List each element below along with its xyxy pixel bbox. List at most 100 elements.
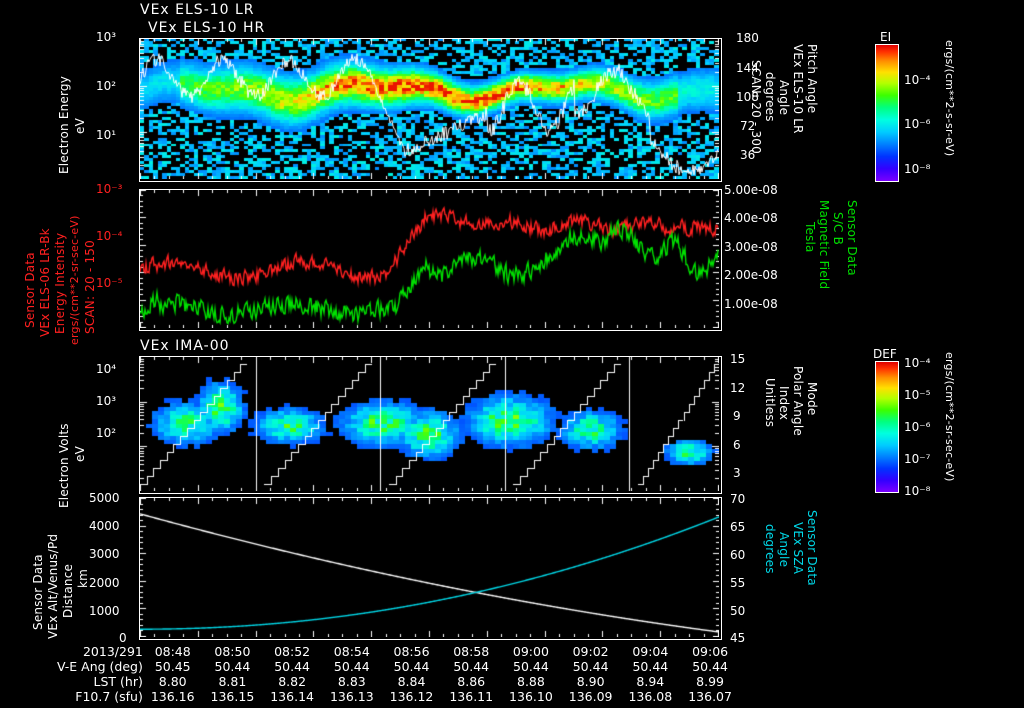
panel1-colorbar-units: ergs/(cm**2-s-sr-eV)	[943, 40, 957, 157]
panel3-rtick-15: 15	[730, 352, 746, 366]
table-cell: 136.13	[329, 689, 374, 704]
table-row: LST (hr) 8.80 8.81 8.82 8.83 8.84 8.86 8.88 8.90…	[0, 674, 740, 689]
panel2-right-label-3: Magnetic Field	[817, 200, 832, 290]
panel2-left-label-1: Sensor Data	[23, 252, 37, 328]
panel2-rtick-1: 1.00e-08	[724, 297, 778, 311]
table-cell: 08:58	[453, 644, 490, 659]
panel3-left-axis-units: eV	[73, 446, 87, 462]
panel3-title: VEx IMA-00	[140, 338, 230, 354]
panel4-rtick-65: 65	[730, 520, 746, 534]
table-cell: 50.44	[393, 659, 430, 674]
panel1-right-units-1: Angle	[777, 80, 792, 116]
panel3-rtick-6: 6	[733, 438, 741, 452]
panel4-rtick-60: 60	[730, 548, 746, 562]
panel3-colorbar-title: DEF	[873, 347, 897, 361]
table-row-label: F10.7 (sfu)	[75, 689, 143, 704]
panel2-rtick-4: 4.00e-08	[724, 211, 778, 225]
table-cell: 08:50	[214, 644, 251, 659]
panel2-left-label-3: Energy Intensity	[53, 232, 67, 334]
panel1-rtick-36: 36	[740, 148, 756, 162]
panel4-ytick-5000: 5000	[89, 491, 120, 505]
panel2-right-label-4: Tesla	[803, 222, 818, 253]
panel1-title-hr: VEx ELS-10 HR	[148, 20, 266, 36]
table-cell: 50.44	[692, 659, 728, 674]
panel3-ytick-3: 10³	[96, 394, 117, 408]
panel3-cbtick-4: 10⁻⁴	[904, 356, 931, 370]
panel4-rtick-45: 45	[730, 631, 746, 645]
panel1-ytick-2: 10²	[96, 79, 117, 93]
panel3-spectrogram[interactable]	[139, 356, 722, 494]
panel3-cbtick-5: 10⁻⁵	[904, 388, 931, 402]
table-cell: 50.44	[632, 659, 669, 674]
table-row: F10.7 (sfu) 136.16 136.15 136.14 136.13 136.1…	[0, 689, 740, 704]
table-cell: 8.80	[158, 674, 187, 689]
panel2-left-label-2: VEx ELS-06 LR-Bk	[38, 228, 52, 337]
panel3-ytick-2: 10²	[96, 426, 117, 440]
bottom-parameter-table: 2013/291 08:48 08:50 08:52 08:54 08:56 08:58 09…	[0, 644, 740, 704]
panel2-rtick-2: 2.00e-08	[724, 268, 778, 282]
panel4-rtick-55: 55	[730, 576, 746, 590]
table-row-label: LST (hr)	[93, 674, 143, 689]
panel2-ytick-m3: 10⁻³	[96, 182, 123, 196]
panel4-right-label-1: Sensor Data	[805, 510, 820, 586]
panel3-cbtick-6: 10⁻⁶	[904, 420, 931, 434]
table-cell: 08:48	[154, 644, 191, 659]
table-cell: 50.44	[274, 659, 311, 674]
panel2-right-label-2: S/C B	[831, 212, 846, 246]
table-cell: 09:02	[572, 644, 609, 659]
table-cell: 09:00	[512, 644, 549, 659]
panel2-rtick-5: 5.00e-08	[724, 183, 778, 197]
panel3-colorbar	[875, 361, 899, 493]
table-cell: 8.81	[218, 674, 247, 689]
table-cell: 136.16	[150, 689, 195, 704]
panel1-title-lr: VEx ELS-10 LR	[140, 2, 255, 18]
panel3-colorbar-units: ergs/(cm**2-sr-sec-eV)	[943, 352, 957, 482]
table-cell: 136.15	[210, 689, 255, 704]
panel2-rtick-3: 3.00e-08	[724, 240, 778, 254]
panel4-ytick-3000: 3000	[89, 547, 120, 561]
table-cell: 8.83	[337, 674, 366, 689]
panel1-rtick-72: 72	[740, 119, 756, 133]
panel1-cbtick-4: 10⁻⁴	[904, 73, 931, 87]
panel1-right-label-2: VEx ELS-10 LR	[791, 44, 806, 134]
panel3-right-label-1: Mode	[805, 382, 820, 416]
panel2-lineplot[interactable]	[139, 189, 722, 331]
panel1-rtick-144: 144	[736, 61, 759, 75]
table-cell: 136.07	[688, 689, 732, 704]
panel1-left-axis-units: eV	[73, 118, 87, 134]
table-row-label: 2013/291	[82, 644, 143, 659]
table-cell: 8.94	[636, 674, 665, 689]
panel2-ytick-m5: 10⁻⁵	[96, 276, 123, 290]
panel1-left-axis-label: Electron Energy	[57, 75, 71, 174]
panel1-rtick-108: 108	[736, 90, 759, 104]
panel4-lineplot[interactable]	[139, 497, 722, 640]
panel4-left-label-4: km	[76, 568, 90, 588]
panel4-right-label-2: VEx SZA	[791, 522, 806, 575]
table-cell: 8.99	[696, 674, 725, 689]
table-row: V-E Ang (deg) 50.45 50.44 50.44 50.44 50.44 50…	[0, 659, 740, 674]
panel3-right-label-2: Polar Angle	[791, 366, 806, 436]
table-cell: 136.10	[509, 689, 553, 704]
table-cell: 136.11	[449, 689, 494, 704]
table-row: 2013/291 08:48 08:50 08:52 08:54 08:56 08:58 09…	[0, 644, 740, 659]
table-cell: 08:52	[274, 644, 311, 659]
panel3-cbtick-7: 10⁻⁷	[904, 452, 931, 466]
panel2-left-label-4: ergs/(cm**2-sr-sec-eV)	[68, 215, 81, 345]
panel1-spectrogram[interactable]	[139, 38, 722, 182]
panel3-ytick-4: 10⁴	[96, 362, 117, 376]
panel4-rtick-50: 50	[730, 604, 746, 618]
table-cell: 50.44	[453, 659, 490, 674]
panel1-right-units-2: degrees	[763, 72, 778, 122]
panel3-right-label-3: Index	[777, 386, 792, 421]
panel1-cbtick-8: 10⁻⁸	[904, 162, 931, 176]
table-cell: 50.44	[572, 659, 609, 674]
panel3-rtick-3: 3	[733, 466, 741, 480]
table-cell: 50.44	[513, 659, 549, 674]
panel4-ytick-0: 0	[119, 631, 127, 645]
panel1-ytick-3: 10³	[96, 30, 117, 44]
table-cell: 8.84	[397, 674, 426, 689]
panel1-colorbar-title: EI	[880, 30, 892, 44]
panel4-right-label-3: Angle	[777, 532, 792, 568]
panel2-left-label-5: SCAN: 20 - 150	[83, 240, 97, 334]
panel1-rtick-180: 180	[736, 31, 759, 45]
